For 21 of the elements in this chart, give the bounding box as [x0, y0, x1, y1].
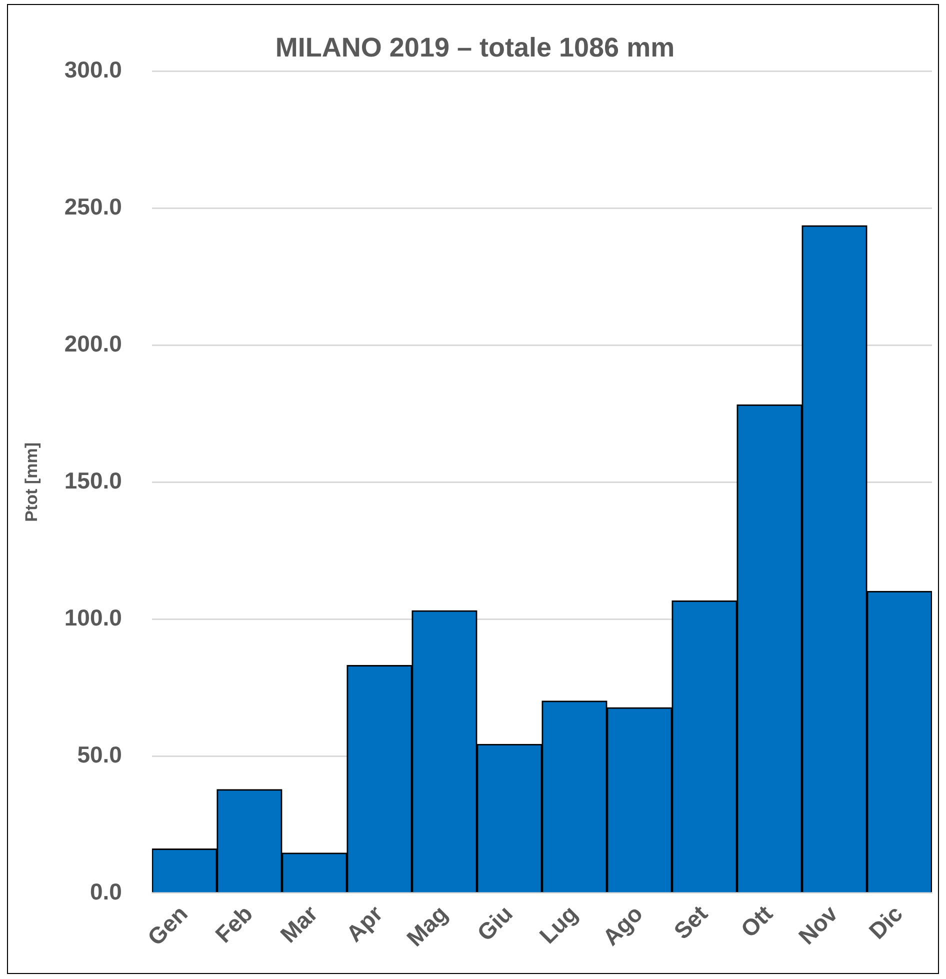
- y-tick-label: 300.0: [64, 56, 122, 83]
- y-tick-label: 50.0: [77, 741, 122, 768]
- y-tick-label: 0.0: [90, 878, 122, 904]
- x-tick-label: Feb: [210, 900, 258, 948]
- y-tick-label: 150.0: [64, 468, 122, 494]
- y-tick-label: 200.0: [64, 330, 122, 357]
- y-tick-label: 100.0: [64, 604, 122, 630]
- x-tick-label: Mag: [402, 900, 452, 952]
- x-tick-label: Giu: [472, 900, 518, 946]
- y-tick-label: 250.0: [64, 194, 122, 220]
- x-tick-label: Nov: [793, 900, 843, 950]
- x-tick-label: Set: [668, 900, 713, 944]
- x-tick-label: Ott: [736, 900, 778, 942]
- x-tick-label: Gen: [142, 900, 192, 950]
- chart-title: MILANO 2019 – totale 1086 mm: [275, 32, 675, 63]
- y-axis-title: Ptot [mm]: [22, 442, 41, 522]
- x-tick-label: Ago: [598, 900, 648, 950]
- x-tick-label: Dic: [864, 900, 908, 944]
- x-tick-label: Mar: [275, 900, 323, 948]
- x-tick-label: Apr: [341, 900, 388, 947]
- x-tick-label: Lug: [534, 900, 582, 949]
